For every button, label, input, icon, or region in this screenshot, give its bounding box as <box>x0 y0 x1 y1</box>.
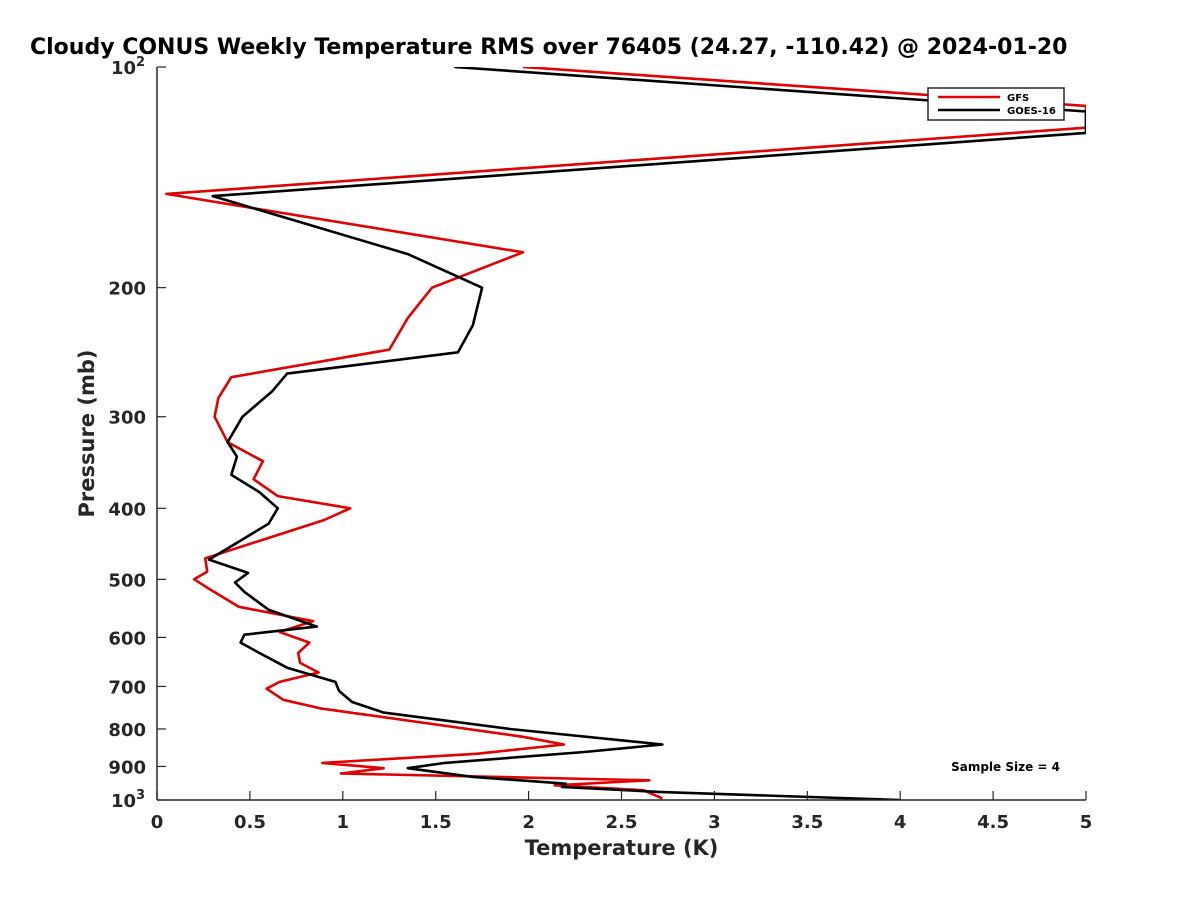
y-tick-label: 700 <box>108 677 146 698</box>
x-axis-label: Temperature (K) <box>525 836 719 860</box>
series-layer <box>165 67 1086 800</box>
x-tick-label: 4 <box>894 812 907 833</box>
y-tick-label: 300 <box>108 408 146 429</box>
x-tick-label: 3.5 <box>791 812 823 833</box>
x-axis-ticks: 0 0.5 1 1.5 2 2.5 3 3.5 4 4.5 5 <box>151 791 1093 833</box>
y-tick-label: 800 <box>108 720 146 741</box>
legend-box <box>927 87 1065 121</box>
y-tick-label: 200 <box>108 279 146 300</box>
y-tick-label: 500 <box>108 570 146 591</box>
x-tick-label: 1.5 <box>420 812 452 833</box>
x-tick-label: 4.5 <box>977 812 1009 833</box>
series-line-goes-16 <box>207 67 1086 800</box>
y-tick-label: 10 <box>111 58 136 79</box>
series-line-gfs <box>165 67 1086 800</box>
x-tick-label: 1 <box>337 812 350 833</box>
y-tick-label: 10 <box>111 791 136 812</box>
y-tick-label: 400 <box>108 499 146 520</box>
x-tick-label: 2 <box>522 812 535 833</box>
legend: GFS GOES-16 <box>927 87 1065 121</box>
y-tick-exponent: 2 <box>136 55 145 70</box>
legend-label: GFS <box>1007 93 1029 104</box>
x-tick-label: 3 <box>708 812 721 833</box>
chart-title: Cloudy CONUS Weekly Temperature RMS over… <box>30 35 1067 60</box>
x-tick-label: 0.5 <box>234 812 266 833</box>
legend-label: GOES-16 <box>1007 106 1056 117</box>
sample-size-annotation: Sample Size = 4 <box>951 760 1060 774</box>
y-axis-label: Pressure (mb) <box>75 350 99 518</box>
y-tick-exponent: 3 <box>136 788 145 803</box>
y-tick-label: 600 <box>108 628 146 649</box>
y-tick-label: 900 <box>108 757 146 778</box>
x-tick-label: 2.5 <box>606 812 638 833</box>
x-tick-label: 5 <box>1080 812 1093 833</box>
x-tick-label: 0 <box>151 812 164 833</box>
